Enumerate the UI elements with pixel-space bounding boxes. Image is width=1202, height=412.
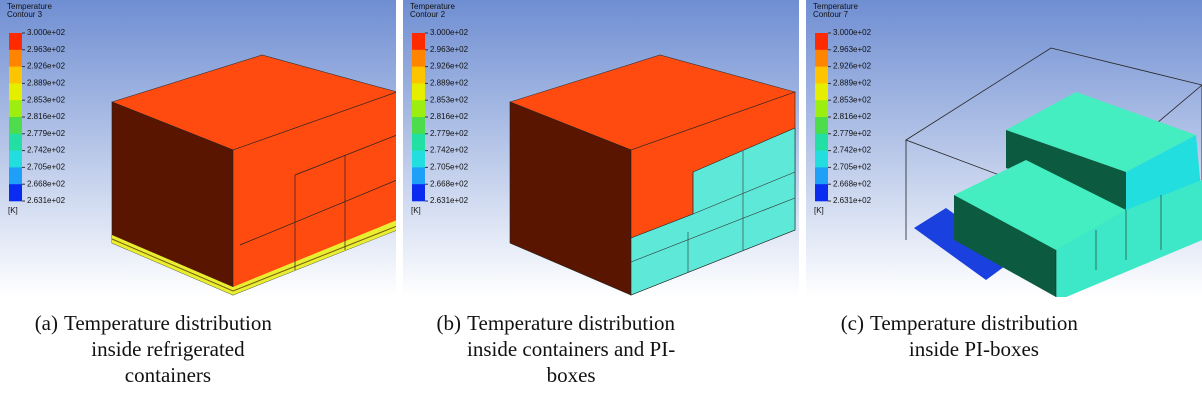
colorbar-label: 3.000e+02 [430, 28, 469, 37]
colorbar-label: 2.631e+02 [430, 196, 469, 205]
page: TemperatureContour 33.000e+022.963e+022.… [0, 0, 1202, 412]
colorbar-label: 2.889e+02 [27, 79, 66, 88]
legend-title: Contour 7 [813, 10, 849, 19]
colorbar-band [815, 83, 828, 100]
caption-label: (a) [0, 310, 64, 388]
colorbar-band [815, 33, 828, 50]
colorbar-label: 2.631e+02 [27, 196, 66, 205]
colorbar-band [412, 33, 425, 50]
colorbar-label: 2.816e+02 [833, 112, 872, 121]
colorbar-label: 2.853e+02 [27, 95, 66, 104]
colorbar-label: 2.779e+02 [430, 129, 469, 138]
unit-label: [K] [814, 206, 824, 215]
colorbar-label: 2.668e+02 [27, 179, 66, 188]
colorbar-label: 2.816e+02 [27, 112, 66, 121]
caption-line: inside refrigerated [91, 336, 244, 362]
colorbar-label: 2.963e+02 [833, 45, 872, 54]
colorbar-label: 2.705e+02 [27, 163, 66, 172]
colorbar-band [9, 134, 22, 151]
caption-line: Temperature distribution [64, 310, 272, 336]
colorbar-band [412, 167, 425, 184]
colorbar-label: 2.889e+02 [833, 79, 872, 88]
caption-line: boxes [547, 362, 596, 388]
colorbar-band [412, 50, 425, 67]
colorbar-band [9, 151, 22, 168]
caption-label: (c) [806, 310, 870, 362]
colorbar-label: 2.926e+02 [430, 62, 469, 71]
colorbar-label: 2.926e+02 [27, 62, 66, 71]
colorbar-label: 2.668e+02 [430, 179, 469, 188]
colorbar-band [9, 33, 22, 50]
caption-line: inside containers and PI- [467, 336, 675, 362]
colorbar-label: 2.705e+02 [833, 163, 872, 172]
colorbar-band [412, 83, 425, 100]
caption-line: containers [125, 362, 211, 388]
colorbar-band [815, 167, 828, 184]
colorbar-label: 2.742e+02 [833, 146, 872, 155]
colorbar-band [412, 134, 425, 151]
caption-line: Temperature distribution [870, 310, 1078, 336]
colorbar-band [412, 117, 425, 134]
colorbar-band [815, 50, 828, 67]
colorbar-label: 2.816e+02 [430, 112, 469, 121]
colorbar-band [412, 184, 425, 201]
colorbar-label: 3.000e+02 [833, 28, 872, 37]
colorbar-label: 2.668e+02 [833, 179, 872, 188]
colorbar-label: 2.779e+02 [833, 129, 872, 138]
colorbar-label: 2.963e+02 [430, 45, 469, 54]
colorbar-band [815, 151, 828, 168]
colorbar-label: 2.853e+02 [833, 95, 872, 104]
colorbar-label: 2.631e+02 [833, 196, 872, 205]
colorbar-label: 3.000e+02 [27, 28, 66, 37]
caption-line: Temperature distribution [467, 310, 675, 336]
colorbar-band [412, 151, 425, 168]
colorbar-band [9, 184, 22, 201]
unit-label: [K] [411, 206, 421, 215]
colorbar-band [815, 134, 828, 151]
legend-title: Contour 3 [7, 10, 43, 19]
colorbar-band [9, 117, 22, 134]
caption-line: inside PI-boxes [909, 336, 1039, 362]
colorbar-band [815, 184, 828, 201]
caption-label: (b) [403, 310, 467, 388]
colorbar-band [9, 83, 22, 100]
colorbar-band [412, 100, 425, 117]
colorbar-label: 2.779e+02 [27, 129, 66, 138]
colorbar-label: 2.705e+02 [430, 163, 469, 172]
colorbar-band [412, 67, 425, 84]
colorbar-label: 2.926e+02 [833, 62, 872, 71]
legend-title: Contour 2 [410, 10, 446, 19]
colorbar-band [815, 67, 828, 84]
colorbar-band [815, 117, 828, 134]
colorbar-label: 2.742e+02 [430, 146, 469, 155]
colorbar-label: 2.963e+02 [27, 45, 66, 54]
colorbar-band [9, 50, 22, 67]
colorbar-band [815, 100, 828, 117]
colorbar-label: 2.889e+02 [430, 79, 469, 88]
colorbar-label: 2.853e+02 [430, 95, 469, 104]
colorbar-band [9, 67, 22, 84]
colorbar-label: 2.742e+02 [27, 146, 66, 155]
colorbar-band [9, 167, 22, 184]
unit-label: [K] [8, 206, 18, 215]
colorbar-band [9, 100, 22, 117]
